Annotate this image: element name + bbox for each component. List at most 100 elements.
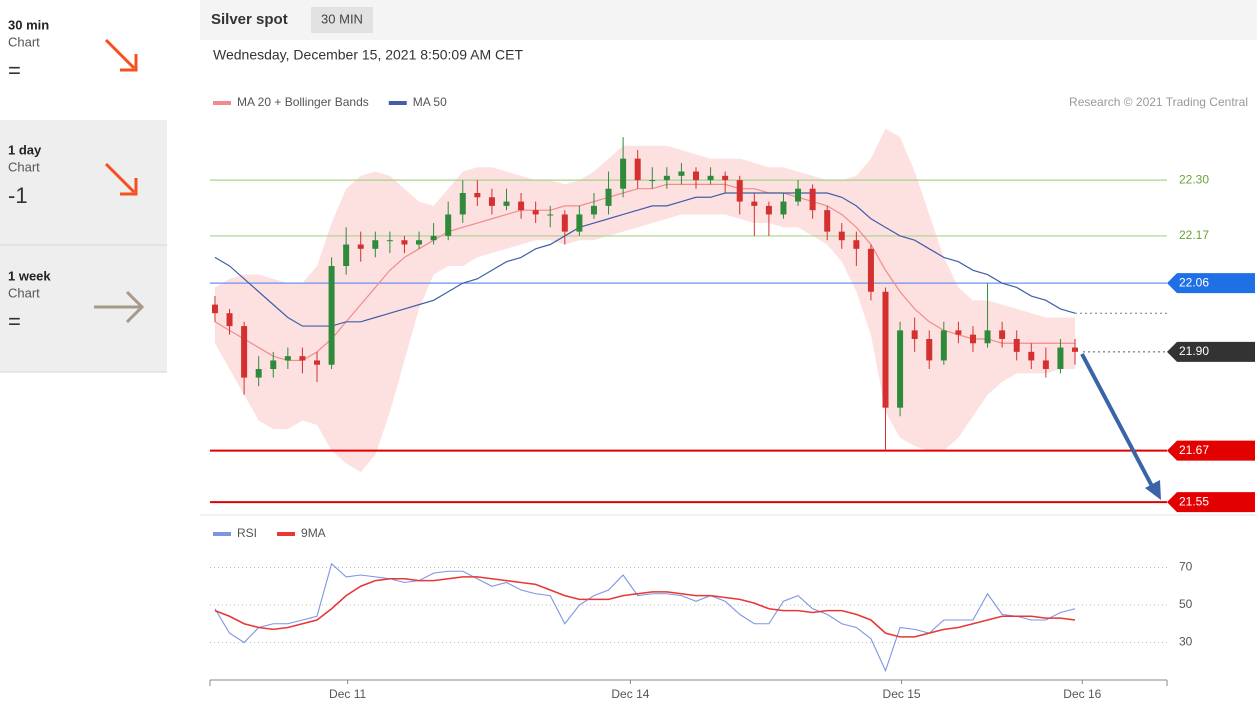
candle-body	[620, 158, 627, 189]
candle-body	[445, 214, 452, 236]
candle-body	[343, 244, 350, 266]
candle-body	[751, 201, 758, 206]
candle-body	[416, 240, 423, 245]
timeframe[interactable]: 30 MIN	[321, 11, 363, 26]
timeframe-chip[interactable]	[311, 7, 373, 33]
subtitle: Wednesday, December 15, 2021 8:50:09 AM …	[213, 47, 523, 63]
source: Research © 2021 Trading Central	[1069, 95, 1248, 109]
candle-body	[765, 205, 772, 215]
candle-body	[372, 240, 379, 249]
chart-layer: MA 20 + Bollinger Bands MA 50 22.30 22.17 22…	[209, 95, 1255, 701]
chart-title: Silver spot	[211, 11, 288, 28]
candle-body	[357, 244, 364, 249]
forecast-arrow	[1080, 353, 1155, 489]
candle-body	[459, 192, 466, 215]
candle-body	[255, 369, 262, 378]
candle-body	[795, 188, 802, 202]
legend-label: 9MA	[301, 526, 326, 540]
score: -1	[8, 183, 28, 208]
candle-body	[561, 214, 568, 232]
candle-body	[430, 235, 437, 241]
level-label: 21.90	[1179, 344, 1209, 358]
candle-body	[736, 180, 743, 202]
period: 30 min	[8, 17, 49, 32]
y-tick-label: 70	[1179, 560, 1193, 574]
candle-body	[1042, 360, 1049, 370]
x-tick-label: Dec 15	[883, 687, 921, 701]
candle-body	[707, 175, 714, 181]
x-tick-label: Dec 14	[611, 687, 649, 701]
series-line	[214, 562, 1076, 673]
series-line	[214, 576, 1076, 638]
level-tag	[1167, 492, 1255, 513]
candle-body	[678, 171, 685, 176]
candle-body	[226, 313, 233, 327]
level-tag	[1167, 273, 1255, 294]
candle-body	[1013, 338, 1020, 352]
level-tag	[1167, 341, 1255, 362]
candle-body	[955, 330, 962, 335]
label: Chart	[8, 34, 40, 49]
label: Chart	[8, 285, 40, 300]
period: 1 week	[8, 268, 51, 283]
candle-body	[241, 326, 248, 378]
candle-body	[328, 265, 335, 365]
candle-body	[605, 188, 612, 206]
candle-body	[270, 360, 277, 370]
candle-body	[284, 356, 291, 361]
candle-body	[824, 210, 831, 232]
candle-body	[911, 330, 918, 339]
header-bar	[200, 0, 1257, 40]
label: Chart	[8, 159, 40, 174]
candle-body	[503, 201, 510, 206]
ma-line	[214, 192, 1076, 327]
candle-body	[299, 356, 306, 361]
level-label: 21.55	[1179, 494, 1209, 508]
candle-body	[853, 240, 860, 249]
bollinger-band	[214, 128, 1076, 473]
y-tick-label: 30	[1179, 635, 1193, 649]
candle-body	[940, 330, 947, 361]
legend-label: MA 50	[413, 95, 447, 109]
level-label: 22.30	[1179, 172, 1209, 186]
candle-body	[984, 330, 991, 344]
score: =	[8, 58, 21, 83]
candle-body	[590, 205, 597, 215]
candle-body	[401, 240, 408, 245]
sidebar-item[interactable]	[0, 0, 167, 120]
candle-body	[488, 197, 495, 206]
level-label: 21.67	[1179, 443, 1209, 457]
candle-body	[838, 231, 845, 241]
candle-body	[809, 188, 816, 211]
candle-body	[969, 334, 976, 344]
period: 1 day	[8, 142, 42, 157]
candle-body	[518, 201, 525, 211]
candle-body	[1028, 351, 1035, 361]
score: =	[8, 309, 21, 334]
legend-swatch	[388, 101, 407, 105]
candle-body	[663, 175, 670, 181]
candle-body	[897, 330, 904, 408]
candle-body	[532, 210, 539, 215]
candle-body	[386, 240, 393, 242]
forecast-arrowhead	[1145, 480, 1161, 500]
candle-body	[634, 158, 641, 181]
legend-label: MA 20 + Bollinger Bands	[237, 95, 369, 109]
y-tick-label: 50	[1179, 597, 1193, 611]
ma-line	[214, 183, 1076, 362]
candle-body	[211, 304, 218, 314]
candle-body	[576, 214, 583, 232]
level-label: 22.17	[1179, 228, 1209, 242]
sidebar-item[interactable]	[0, 120, 167, 245]
candle-body	[722, 175, 729, 181]
level-tag	[1167, 440, 1255, 461]
candle-body	[547, 214, 554, 216]
x-tick-label: Dec 11	[329, 687, 366, 701]
candle-body	[1072, 347, 1079, 352]
legend-swatch	[213, 101, 231, 105]
candle-body	[926, 338, 933, 361]
trend-icon	[94, 290, 145, 324]
candle-body	[693, 171, 700, 181]
x-tick-label: Dec 16	[1063, 687, 1101, 701]
